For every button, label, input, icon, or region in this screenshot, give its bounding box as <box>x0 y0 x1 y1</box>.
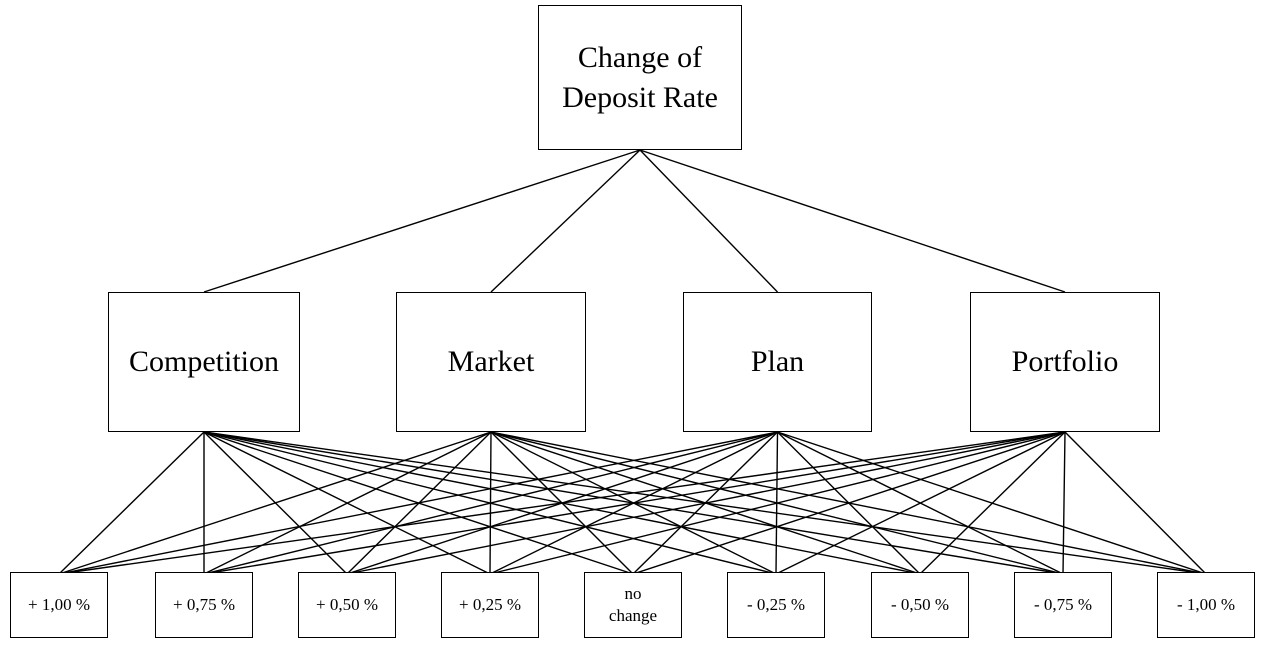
edge <box>919 431 1066 575</box>
alternative-node: + 0,25 % <box>441 572 539 638</box>
alternative-node-label: + 0,25 % <box>459 595 521 614</box>
alternative-node: no change <box>584 572 682 638</box>
criterion-node-label: Market <box>447 345 535 378</box>
alternative-node-label: - 0,50 % <box>890 595 950 614</box>
alternative-node-label: + 0,75 % <box>173 595 235 614</box>
edge <box>203 431 778 575</box>
edge <box>489 431 1066 575</box>
goal-node: Change of Deposit Rate <box>538 5 742 150</box>
edge <box>203 149 641 293</box>
edge <box>1062 431 1066 575</box>
alternative-node: - 0,25 % <box>727 572 825 638</box>
criterion-node: Competition <box>108 292 300 432</box>
edge <box>58 431 205 575</box>
alternative-node-label: + 0,50 % <box>316 595 378 614</box>
criterion-node: Market <box>396 292 586 432</box>
edge <box>203 431 1066 575</box>
criterion-node-label: Portfolio <box>1011 345 1119 378</box>
alternative-node: + 1,00 % <box>10 572 108 638</box>
edge <box>639 149 1066 293</box>
alternative-node: - 0,50 % <box>871 572 969 638</box>
alternative-node-label: - 0,75 % <box>1033 595 1093 614</box>
edge <box>58 431 492 575</box>
edge <box>632 431 1066 575</box>
alternative-node: - 0,75 % <box>1014 572 1112 638</box>
alternative-node: + 0,50 % <box>298 572 396 638</box>
criterion-node: Plan <box>683 292 872 432</box>
edge <box>58 431 778 575</box>
criterion-node: Portfolio <box>970 292 1160 432</box>
goal-node-label: Change of Deposit Rate <box>562 40 718 114</box>
alternative-node-label: + 1,00 % <box>28 595 90 614</box>
criterion-node-label: Competition <box>129 345 279 378</box>
edge <box>490 149 641 293</box>
alternative-node-label: - 0,25 % <box>746 595 806 614</box>
edge <box>1064 431 1207 575</box>
edge <box>346 431 1066 575</box>
alternative-node-label: no change <box>608 584 658 625</box>
alternative-node: - 1,00 % <box>1157 572 1255 638</box>
edge <box>775 431 1066 575</box>
criterion-node-label: Plan <box>750 345 805 378</box>
edge <box>203 431 492 575</box>
edge <box>58 431 1066 575</box>
alternative-node: + 0,75 % <box>155 572 253 638</box>
alternative-node-label: - 1,00 % <box>1176 595 1236 614</box>
edge <box>639 149 779 293</box>
